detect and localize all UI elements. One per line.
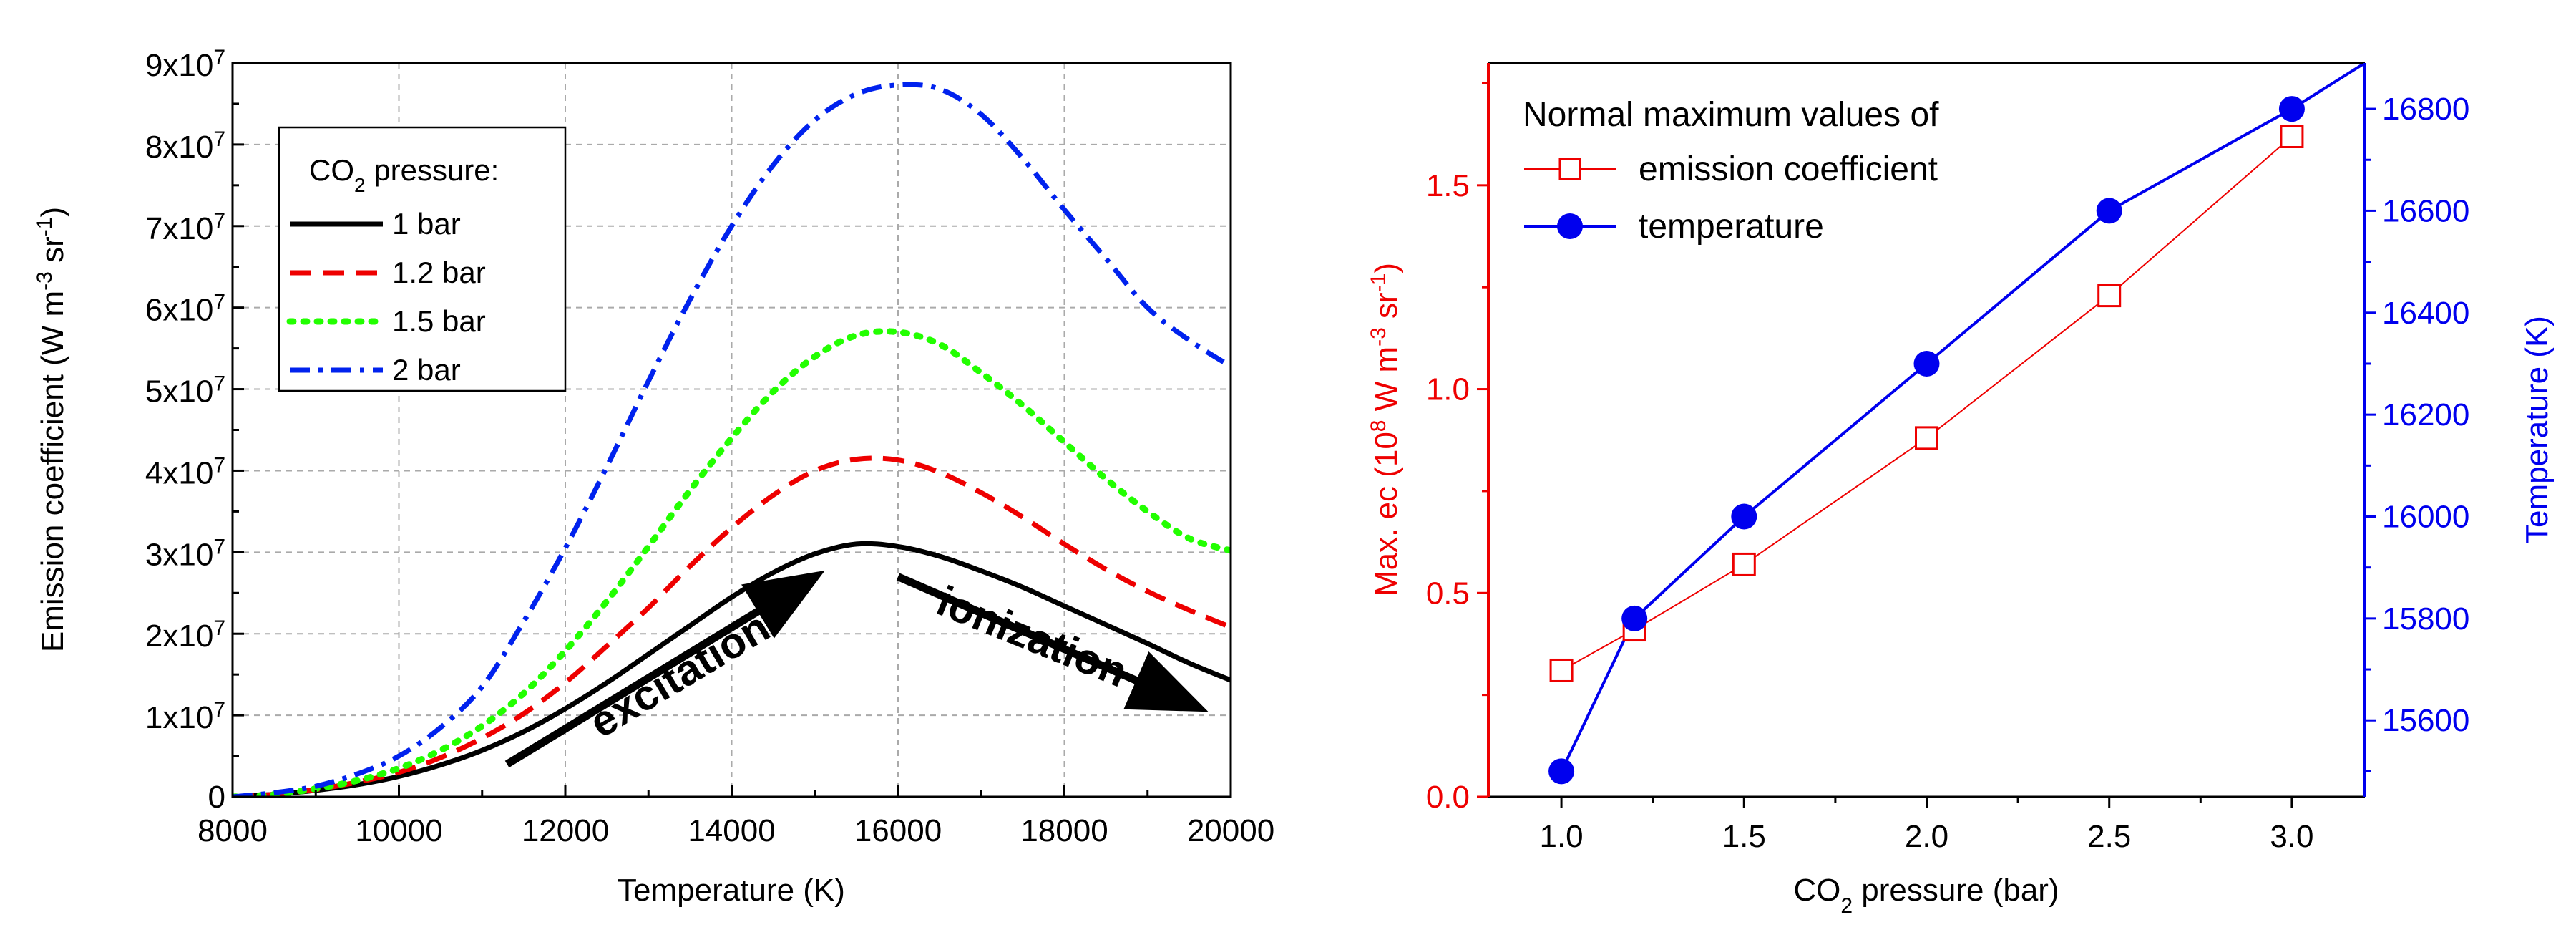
excitation-arrow — [504, 570, 825, 768]
series-1-2bar-line — [233, 455, 1231, 797]
chart-a-ytick-label: 7x107 — [145, 208, 225, 246]
chart-a-xtick-label: 14000 — [688, 813, 775, 848]
emission-coefficient-point — [2280, 125, 2304, 148]
chart-a-legend-title: CO2 pressure: — [309, 153, 499, 196]
series-emission-coefficient-line — [1561, 135, 2293, 672]
chart-b-xtick-label: 3.0 — [2270, 819, 2313, 854]
chart-a-xtick-label: 8000 — [197, 813, 268, 848]
chart-b-right-tick-label: 16400 — [2382, 296, 2469, 331]
series-2bar-line — [233, 82, 1231, 797]
chart-a-ytick-label: 9x107 — [145, 46, 225, 84]
temperature-point — [1548, 758, 1575, 785]
chart-a-xtick-label: 16000 — [854, 813, 942, 848]
chart-b-xtick-labels: 1.0 1.5 2.0 2.5 3.0 — [1539, 819, 2313, 854]
chart-b-left-tick-label: 1.5 — [1426, 168, 1470, 203]
emission-coefficient-chart: 8000 10000 12000 14000 16000 18000 20000 0 1x10… — [33, 46, 1275, 909]
chart-b-right-tick-label: 16600 — [2382, 193, 2469, 228]
legend-marker-emission-coefficient — [1558, 158, 1581, 180]
chart-b-xtick-label: 1.5 — [1722, 819, 1766, 854]
chart-b-right-tick-label: 16800 — [2382, 92, 2469, 127]
chart-b-right-tick-label: 16200 — [2382, 397, 2469, 432]
chart-b-series — [1548, 63, 2365, 785]
chart-a-series — [233, 82, 1231, 797]
excitation-annotation: excitation — [581, 603, 778, 747]
chart-b-xtick-label: 2.5 — [2087, 819, 2131, 854]
chart-b-x-axis-label: CO2 pressure (bar) — [1793, 873, 2059, 918]
emission-coefficient-point — [1549, 658, 1574, 682]
chart-a-xtick-label: 18000 — [1020, 813, 1108, 848]
maximum-values-chart: 1.0 1.5 2.0 2.5 3.0 0.00.51.01.5 15600158001… — [1367, 62, 2555, 918]
chart-a-ytick-label: 3x107 — [145, 535, 225, 573]
chart-b-right-tick-label: 15800 — [2382, 601, 2469, 636]
temperature-point — [1913, 350, 1940, 377]
legend-label-emission-coefficient: emission coefficient — [1639, 150, 1938, 188]
temperature-point — [1731, 503, 1757, 530]
legend-label-1bar: 1 bar — [392, 207, 461, 241]
temperature-point — [2278, 96, 2305, 122]
series-1bar-line — [233, 541, 1231, 797]
chart-a-xtick-labels: 8000 10000 12000 14000 16000 18000 20000 — [197, 813, 1274, 848]
chart-b-left-axis-label: Max. ec (108 W m-3 sr-1) — [1367, 263, 1405, 596]
chart-b-xtick-label: 1.0 — [1539, 819, 1583, 854]
chart-a-ytick-label: 1x107 — [145, 698, 225, 736]
legend-marker-temperature — [1557, 213, 1583, 239]
emission-coefficient-point — [1732, 552, 1756, 576]
chart-a-legend-box — [278, 126, 567, 392]
legend-label-1-5bar: 1.5 bar — [392, 304, 486, 338]
chart-a-xtick-label: 10000 — [355, 813, 442, 848]
chart-a-ytick-label: 5x107 — [145, 372, 225, 410]
chart-a-xtick-label: 20000 — [1187, 813, 1274, 848]
chart-b-left-tick-label: 0.0 — [1426, 780, 1470, 815]
chart-b-left-tick-label: 0.5 — [1426, 576, 1470, 611]
legend-label-2bar: 2 bar — [392, 353, 461, 387]
emission-coefficient-point — [2097, 284, 2122, 308]
chart-a-legend: CO2 pressure: 1 bar 1.2 bar 1.5 bar 2 ba… — [278, 126, 567, 392]
chart-b-right-tick-labels: 15600 15800 16000 16200 16400 16600 16800 — [2382, 92, 2469, 738]
chart-a-ytick-label: 8x107 — [145, 127, 225, 165]
chart-b-xtick-label: 2.0 — [1905, 819, 1948, 854]
chart-a-xtick-label: 12000 — [522, 813, 609, 848]
chart-b-left-tick-labels: 0.0 0.5 1.0 1.5 — [1426, 168, 1470, 815]
legend-label-temperature: temperature — [1639, 208, 1824, 246]
chart-b-right-tick-label: 16000 — [2382, 500, 2469, 535]
chart-b-right-tick-label: 15600 — [2382, 703, 2469, 738]
chart-a-ytick-labels: 0 1x107 2x107 3x107 4x107 5x107 6x107 7x107 8x10… — [145, 46, 225, 815]
chart-b-legend-title: Normal maximum values of — [1523, 96, 1939, 134]
chart-b-right-axis-label: Temperature (K) — [2519, 316, 2555, 543]
chart-a-x-axis-label: Temperature (K) — [618, 873, 845, 908]
chart-a-y-axis-label: Emission coefficient (W m-3 sr-1) — [33, 207, 71, 652]
chart-b-legend: Normal maximum values of emission coeffi… — [1523, 96, 1939, 246]
ionization-annotation: ionization — [930, 576, 1134, 696]
chart-a-ytick-label: 2x107 — [145, 616, 225, 654]
ionization-arrow — [896, 573, 1209, 712]
temperature-point — [1621, 605, 1648, 631]
chart-a-ytick-label: 4x107 — [145, 453, 225, 491]
chart-a-ticks — [231, 62, 1232, 798]
temperature-point — [2096, 198, 2122, 224]
emission-coefficient-point — [1915, 426, 1938, 450]
chart-b-ticks — [1477, 82, 2376, 808]
legend-label-1-2bar: 1.2 bar — [392, 256, 486, 289]
chart-a-ytick-label: 0 — [208, 780, 225, 815]
chart-b-left-tick-label: 1.0 — [1426, 372, 1470, 407]
chart-a-ytick-label: 6x107 — [145, 290, 225, 328]
series-1-5bar-line — [233, 328, 1231, 797]
